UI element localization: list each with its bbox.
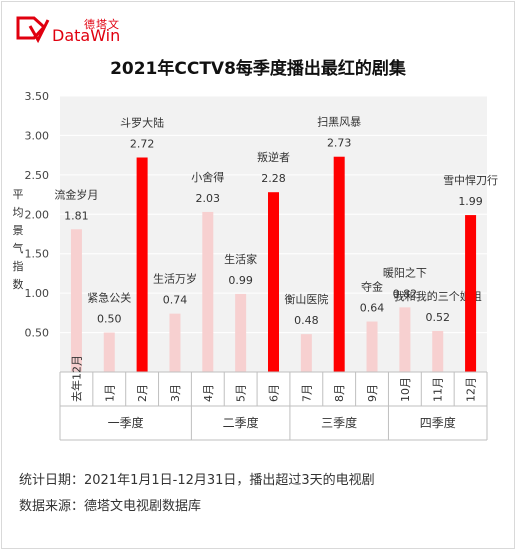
quarter-label: 二季度 bbox=[223, 415, 259, 430]
y-tick-label: 1.00 bbox=[25, 287, 50, 300]
x-tick-label: 5月 bbox=[235, 384, 248, 402]
quarter-label: 一季度 bbox=[108, 415, 144, 430]
value-label: 1.99 bbox=[458, 195, 483, 208]
show-name-label: 流金岁月 bbox=[54, 187, 98, 201]
x-tick-label: 10月 bbox=[399, 377, 412, 402]
y-axis-label-char: 均 bbox=[13, 206, 24, 219]
show-name-label: 生活万岁 bbox=[153, 272, 197, 286]
show-name-label: 雪中悍刀行 bbox=[443, 173, 498, 187]
show-name-label: 夺金 bbox=[361, 280, 383, 294]
value-label: 1.81 bbox=[64, 209, 89, 222]
brand-name-cn: 德塔文 bbox=[84, 18, 120, 31]
bar bbox=[399, 307, 411, 372]
value-label: 2.03 bbox=[196, 192, 221, 205]
x-tick-label: 11月 bbox=[432, 377, 445, 402]
datawin-logo-mark bbox=[16, 16, 50, 44]
show-name-label: 生活家 bbox=[224, 252, 257, 266]
show-name-label: 暖阳之下 bbox=[383, 265, 427, 279]
show-name-label: 斗罗大陆 bbox=[120, 116, 164, 130]
y-axis-label-char: 平 bbox=[13, 188, 24, 201]
value-label: 0.82 bbox=[393, 287, 418, 300]
chart-title: 2021年CCTV8每季度播出最红的剧集 bbox=[110, 59, 406, 79]
value-label: 0.64 bbox=[360, 302, 385, 315]
bar bbox=[333, 156, 345, 372]
y-tick-label: 2.00 bbox=[25, 208, 50, 221]
x-tick-label: 8月 bbox=[333, 384, 346, 402]
bar bbox=[235, 293, 247, 372]
value-label: 2.28 bbox=[261, 172, 286, 185]
x-tick-label: 3月 bbox=[169, 384, 182, 402]
value-label: 0.74 bbox=[163, 294, 188, 307]
y-tick-label: 2.50 bbox=[25, 169, 50, 182]
value-label: 2.72 bbox=[130, 138, 155, 151]
bar bbox=[103, 332, 115, 372]
show-name-label: 我和我的三个姐姐 bbox=[394, 289, 482, 303]
y-tick-label: 0.50 bbox=[25, 327, 50, 340]
bar bbox=[169, 313, 181, 372]
bar bbox=[432, 330, 444, 372]
brand-name-en: DataWin bbox=[52, 26, 121, 45]
show-name-label: 小舍得 bbox=[191, 170, 224, 184]
bar bbox=[136, 157, 148, 372]
quarter-label: 四季度 bbox=[420, 415, 456, 430]
x-tick-label: 6月 bbox=[268, 384, 281, 402]
stat-date-note: 统计日期：2021年1月1日-12月31日，播出超过3天的电视剧 bbox=[19, 473, 375, 488]
y-axis-label-char: 景 bbox=[13, 224, 24, 237]
bar bbox=[465, 215, 477, 372]
show-name-label: 叛逆者 bbox=[257, 150, 290, 164]
y-axis-label-char: 指 bbox=[13, 259, 24, 273]
value-label: 0.48 bbox=[294, 314, 319, 327]
y-axis-label-char: 气 bbox=[13, 241, 24, 255]
y-tick-label: 3.50 bbox=[25, 90, 50, 103]
bar bbox=[366, 321, 378, 372]
x-tick-label: 4月 bbox=[202, 384, 215, 402]
show-name-label: 紧急公关 bbox=[87, 291, 131, 305]
y-axis-label-char: 数 bbox=[13, 278, 24, 291]
x-tick-label: 12月 bbox=[465, 377, 478, 402]
datawin-logo bbox=[14, 14, 144, 48]
y-tick-label: 3.00 bbox=[25, 129, 50, 142]
show-name-label: 衡山医院 bbox=[284, 292, 328, 306]
x-tick-label: 1月 bbox=[103, 384, 116, 402]
quarter-label: 三季度 bbox=[321, 415, 357, 430]
value-label: 0.52 bbox=[425, 311, 450, 324]
x-tick-label: 9月 bbox=[366, 384, 379, 402]
x-tick-label: 7月 bbox=[300, 384, 313, 402]
x-tick-label: 2月 bbox=[136, 384, 149, 402]
y-tick-label: 1.50 bbox=[25, 248, 50, 261]
data-source-note: 数据来源：德塔文电视剧数据库 bbox=[19, 499, 202, 514]
bar bbox=[268, 192, 279, 372]
value-label: 0.50 bbox=[97, 313, 122, 326]
bar bbox=[300, 334, 312, 372]
show-name-label: 扫黑风暴 bbox=[317, 116, 361, 129]
bar bbox=[202, 211, 214, 372]
bar bbox=[70, 229, 82, 372]
value-label: 2.73 bbox=[327, 137, 352, 150]
x-tick-label: 去年12月 bbox=[69, 355, 83, 402]
value-label: 0.99 bbox=[228, 274, 253, 287]
